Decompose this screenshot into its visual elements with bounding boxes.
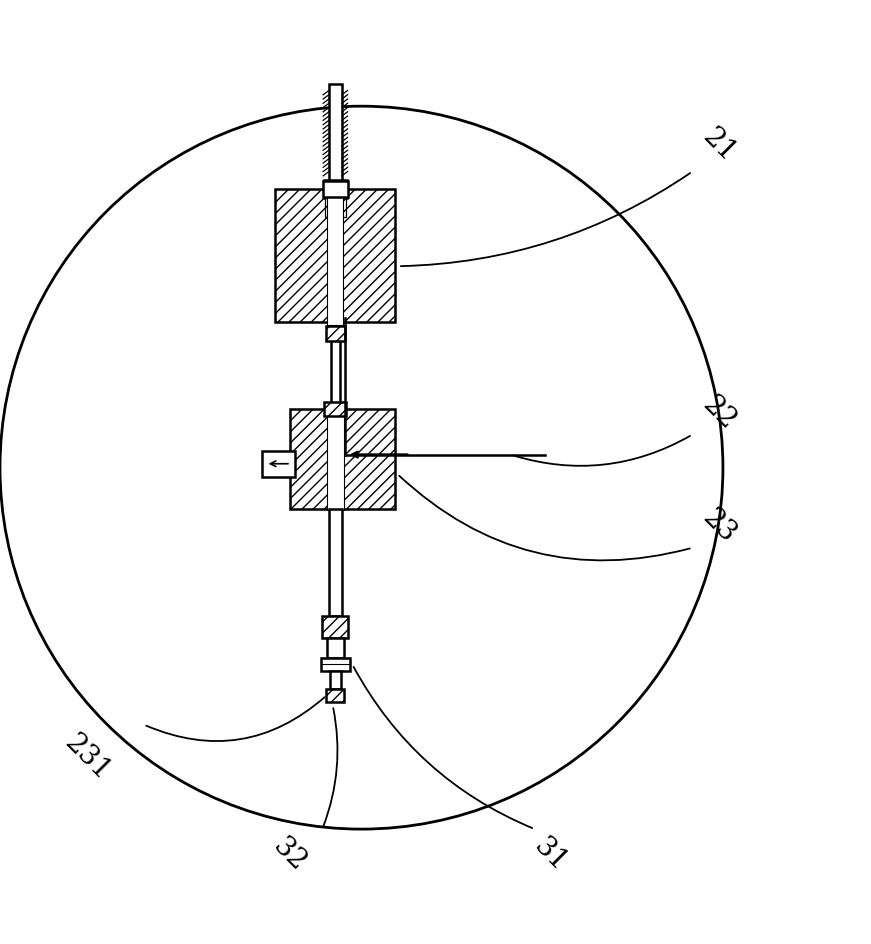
FancyBboxPatch shape: [290, 410, 395, 509]
FancyBboxPatch shape: [262, 450, 295, 477]
FancyBboxPatch shape: [329, 671, 341, 689]
FancyBboxPatch shape: [327, 408, 344, 511]
FancyBboxPatch shape: [323, 181, 348, 196]
FancyBboxPatch shape: [324, 180, 347, 197]
Text: 32: 32: [267, 834, 311, 877]
FancyBboxPatch shape: [321, 658, 349, 671]
Text: 31: 31: [529, 834, 572, 877]
FancyBboxPatch shape: [327, 186, 343, 325]
FancyBboxPatch shape: [326, 326, 345, 342]
FancyBboxPatch shape: [325, 197, 346, 217]
Text: 21: 21: [697, 124, 740, 167]
FancyBboxPatch shape: [331, 326, 340, 410]
FancyBboxPatch shape: [326, 689, 345, 702]
Text: 23: 23: [697, 504, 740, 548]
FancyBboxPatch shape: [322, 615, 348, 638]
FancyBboxPatch shape: [324, 402, 347, 416]
Text: 231: 231: [59, 730, 115, 786]
FancyBboxPatch shape: [329, 84, 341, 183]
Text: 22: 22: [697, 391, 740, 435]
FancyBboxPatch shape: [329, 509, 341, 615]
FancyBboxPatch shape: [275, 189, 395, 322]
FancyBboxPatch shape: [327, 638, 344, 658]
